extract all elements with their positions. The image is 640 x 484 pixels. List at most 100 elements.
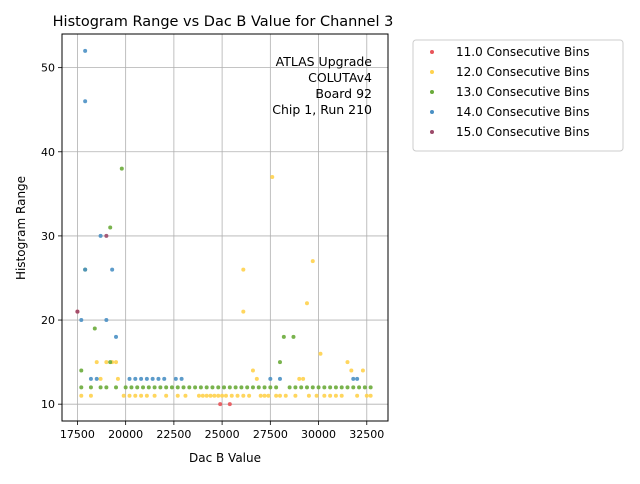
x-tick-label: 32500 <box>349 428 384 441</box>
y-tick-label: 20 <box>41 314 55 327</box>
data-point <box>139 376 144 381</box>
data-point <box>360 368 365 373</box>
data-point <box>364 393 369 398</box>
data-point <box>339 385 344 390</box>
data-point <box>349 368 354 373</box>
legend: 11.0 Consecutive Bins 12.0 Consecutive Bi… <box>412 39 624 152</box>
data-point <box>119 166 124 171</box>
y-tick-label: 30 <box>41 230 55 243</box>
data-point <box>254 376 259 381</box>
data-point <box>173 376 178 381</box>
data-point <box>287 385 292 390</box>
data-point <box>83 267 88 272</box>
data-point <box>322 385 327 390</box>
data-point <box>135 385 140 390</box>
data-point <box>299 385 304 390</box>
legend-label: 13.0 Consecutive Bins <box>456 85 589 99</box>
y-tick-label: 40 <box>41 146 55 159</box>
data-point <box>250 385 255 390</box>
data-point <box>187 385 192 390</box>
data-point <box>277 360 282 365</box>
data-point <box>256 385 261 390</box>
data-point <box>210 385 215 390</box>
legend-marker <box>430 110 434 114</box>
data-point <box>239 385 244 390</box>
data-point <box>133 393 138 398</box>
data-point <box>152 393 157 398</box>
data-point <box>108 225 113 230</box>
data-point <box>328 385 333 390</box>
data-point <box>351 385 356 390</box>
x-tick-label: 17500 <box>60 428 95 441</box>
data-point <box>104 233 109 238</box>
data-point <box>328 393 333 398</box>
data-point <box>281 334 286 339</box>
data-point <box>104 318 109 323</box>
ticks-layer: 17500 20000 22500 25000 27500 30000 32500 10 20 3… <box>41 62 384 441</box>
data-point <box>310 385 315 390</box>
data-point <box>262 393 267 398</box>
data-point <box>304 301 309 306</box>
data-point <box>169 385 174 390</box>
annotation-line: ATLAS Upgrade <box>276 54 373 69</box>
data-point <box>198 385 203 390</box>
data-point <box>83 99 88 104</box>
data-point <box>277 393 282 398</box>
data-point <box>108 360 113 365</box>
chart-title: Histogram Range vs Dac B Value for Chann… <box>53 14 394 30</box>
data-point <box>88 393 93 398</box>
data-point <box>270 175 275 180</box>
data-point <box>83 48 88 53</box>
legend-marker <box>430 50 434 54</box>
data-point <box>150 376 155 381</box>
data-point <box>204 385 209 390</box>
data-point <box>314 393 319 398</box>
data-point <box>266 393 271 398</box>
data-point <box>333 385 338 390</box>
data-point <box>339 393 344 398</box>
data-point <box>306 393 311 398</box>
data-point <box>293 385 298 390</box>
data-point <box>322 393 327 398</box>
data-point <box>345 360 350 365</box>
data-point <box>88 385 93 390</box>
data-point <box>104 360 109 365</box>
data-point <box>193 385 198 390</box>
data-point <box>223 393 228 398</box>
data-point <box>241 309 246 314</box>
data-point <box>175 393 180 398</box>
y-tick-label: 10 <box>41 398 55 411</box>
data-point <box>183 393 188 398</box>
grid-layer <box>62 34 388 421</box>
legend-marker <box>430 130 434 134</box>
data-point <box>216 385 221 390</box>
legend-marker <box>430 70 434 74</box>
data-point <box>144 376 149 381</box>
data-point <box>247 393 252 398</box>
data-point <box>355 393 360 398</box>
data-point <box>127 393 132 398</box>
data-point <box>152 385 157 390</box>
plot-frame <box>61 33 389 422</box>
data-point <box>216 393 221 398</box>
data-point <box>94 360 99 365</box>
data-point <box>121 393 126 398</box>
data-point <box>139 393 144 398</box>
data-point <box>222 385 227 390</box>
data-point <box>79 318 84 323</box>
annotation-line: Board 92 <box>315 86 372 101</box>
data-point <box>164 385 169 390</box>
data-point <box>368 393 373 398</box>
data-point <box>144 393 149 398</box>
legend-label: 15.0 Consecutive Bins <box>456 125 589 139</box>
data-point <box>158 385 163 390</box>
data-point <box>179 376 184 381</box>
data-point <box>164 393 169 398</box>
data-point <box>304 385 309 390</box>
data-point <box>301 376 306 381</box>
legend-label: 12.0 Consecutive Bins <box>456 65 589 79</box>
data-point <box>241 393 246 398</box>
data-point <box>218 402 223 407</box>
data-point <box>146 385 151 390</box>
data-point <box>123 385 128 390</box>
